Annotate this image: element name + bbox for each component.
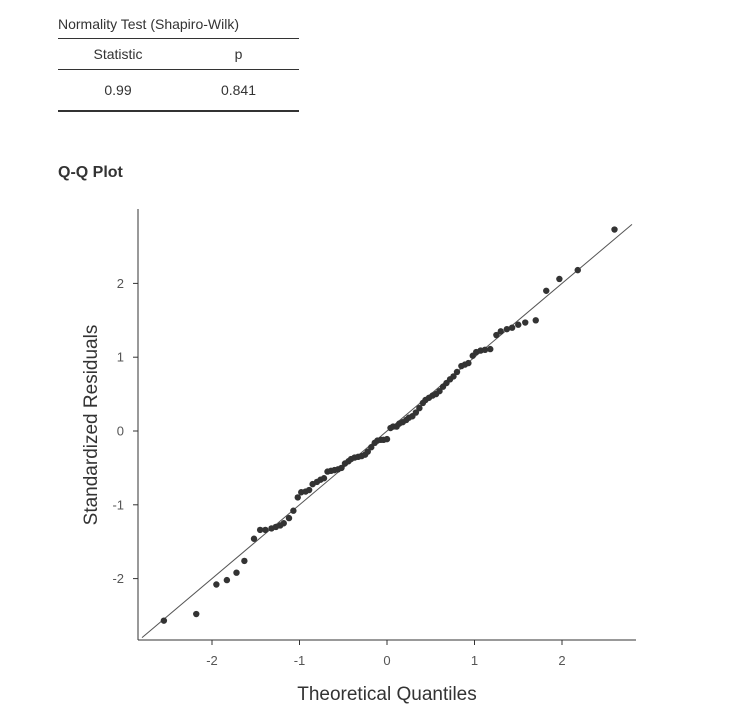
- data-point: [223, 576, 231, 584]
- data-point: [497, 328, 504, 335]
- data-point: [556, 275, 563, 283]
- y-tick-label: 0: [117, 424, 124, 439]
- x-tick-label: 0: [383, 653, 390, 668]
- points-layer: [160, 226, 618, 624]
- column-header-p: p: [178, 38, 299, 70]
- data-point: [611, 226, 618, 233]
- column-header-statistic: Statistic: [58, 38, 178, 70]
- data-point: [233, 569, 240, 576]
- data-point: [465, 359, 472, 367]
- data-point: [383, 435, 391, 443]
- axes-layer: -2 -1 0 1 2 -2 -1 0 1 2: [112, 209, 636, 668]
- data-point: [280, 520, 287, 527]
- p-value: 0.841: [178, 69, 299, 112]
- data-point: [320, 475, 328, 482]
- data-point: [412, 409, 420, 416]
- data-point: [250, 535, 258, 542]
- normality-test-title: Normality Test (Shapiro-Wilk): [58, 16, 239, 32]
- data-point: [241, 557, 248, 565]
- data-point: [543, 287, 550, 294]
- data-point: [213, 581, 220, 588]
- data-point: [522, 319, 529, 326]
- data-point: [294, 494, 301, 501]
- data-point: [503, 325, 511, 333]
- x-tick-label: -2: [206, 653, 218, 668]
- x-tick-label: 1: [471, 653, 478, 668]
- data-point: [453, 368, 461, 376]
- data-point: [481, 346, 489, 354]
- data-point: [574, 266, 581, 274]
- table-row: 0.99 0.841: [58, 69, 299, 112]
- data-point: [368, 444, 375, 451]
- qq-plot-heading: Q-Q Plot: [58, 164, 123, 181]
- reference-line-layer: [141, 223, 633, 639]
- y-tick-label: 2: [117, 276, 124, 291]
- y-tick-label: 1: [117, 350, 124, 365]
- x-tick-label: 2: [558, 653, 565, 668]
- data-point: [290, 507, 297, 514]
- data-point: [285, 514, 293, 522]
- reference-line: [141, 223, 633, 639]
- data-point: [508, 324, 516, 331]
- normality-test-block: Normality Test (Shapiro-Wilk) Statistic …: [58, 12, 299, 112]
- data-point: [493, 331, 500, 339]
- statistic-value: 0.99: [58, 69, 178, 112]
- x-axis-title: Theoretical Quantiles: [297, 684, 477, 705]
- y-tick-label: -2: [112, 571, 124, 586]
- data-point: [450, 373, 457, 380]
- data-point: [436, 387, 443, 395]
- normality-test-table: Statistic p 0.99 0.841: [58, 38, 299, 112]
- data-point: [364, 448, 371, 455]
- data-point: [532, 317, 539, 324]
- data-point: [262, 526, 269, 534]
- data-point: [338, 464, 345, 472]
- data-point: [160, 617, 168, 624]
- y-axis-title: Standardized Residuals: [81, 325, 102, 526]
- x-tick-label: -1: [294, 653, 306, 668]
- data-point: [305, 486, 313, 494]
- data-point: [256, 526, 264, 534]
- y-tick-label: -1: [112, 497, 124, 512]
- data-point: [416, 404, 423, 412]
- data-point: [487, 345, 494, 353]
- data-point: [193, 610, 200, 618]
- data-point: [515, 321, 522, 328]
- table-header-row: Statistic p: [58, 38, 299, 70]
